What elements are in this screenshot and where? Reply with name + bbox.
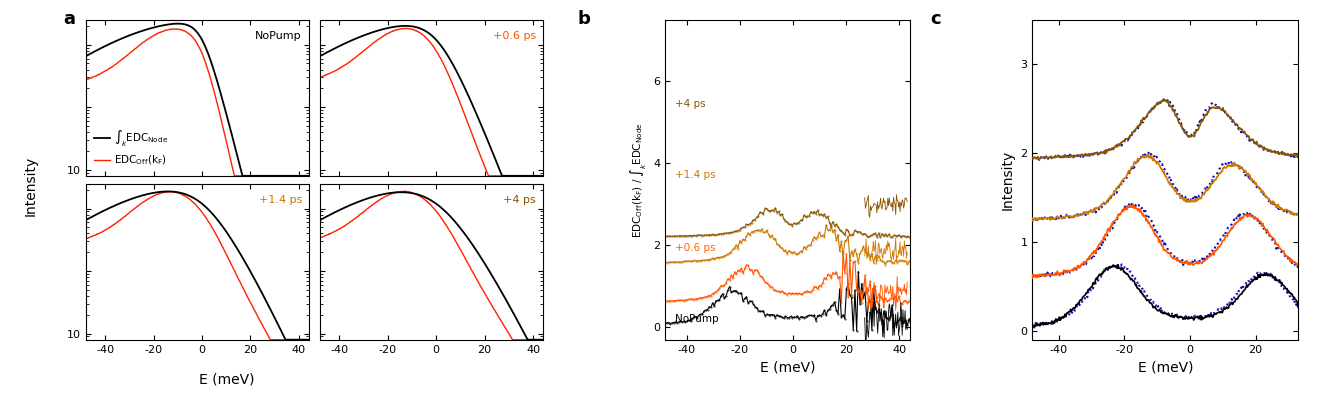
- Legend: $\int_k\mathrm{EDC_{Node}}$, $\mathrm{EDC_{Off}(k_F)}$: $\int_k\mathrm{EDC_{Node}}$, $\mathrm{ED…: [91, 125, 171, 171]
- Text: NoPump: NoPump: [256, 31, 302, 41]
- Y-axis label: $\mathrm{EDC_{Off}(k_F)}$ / $\int_k\mathrm{EDC_{Node}}$: $\mathrm{EDC_{Off}(k_F)}$ / $\int_k\math…: [629, 122, 650, 238]
- Text: b: b: [577, 10, 590, 28]
- Text: +0.6 ps: +0.6 ps: [675, 243, 716, 253]
- Text: NoPump: NoPump: [675, 314, 718, 324]
- Text: E (meV): E (meV): [199, 372, 254, 386]
- Text: +1.4 ps: +1.4 ps: [258, 195, 302, 205]
- X-axis label: E (meV): E (meV): [760, 360, 816, 374]
- Y-axis label: Intensity: Intensity: [1000, 150, 1015, 210]
- Text: c: c: [931, 10, 941, 28]
- Text: +0.6 ps: +0.6 ps: [493, 31, 536, 41]
- X-axis label: E (meV): E (meV): [1137, 360, 1193, 374]
- Text: +1.4 ps: +1.4 ps: [675, 170, 716, 180]
- Text: +4 ps: +4 ps: [503, 195, 536, 205]
- Text: Intensity: Intensity: [24, 156, 38, 216]
- Text: a: a: [63, 10, 75, 28]
- Text: +4 ps: +4 ps: [675, 99, 705, 109]
